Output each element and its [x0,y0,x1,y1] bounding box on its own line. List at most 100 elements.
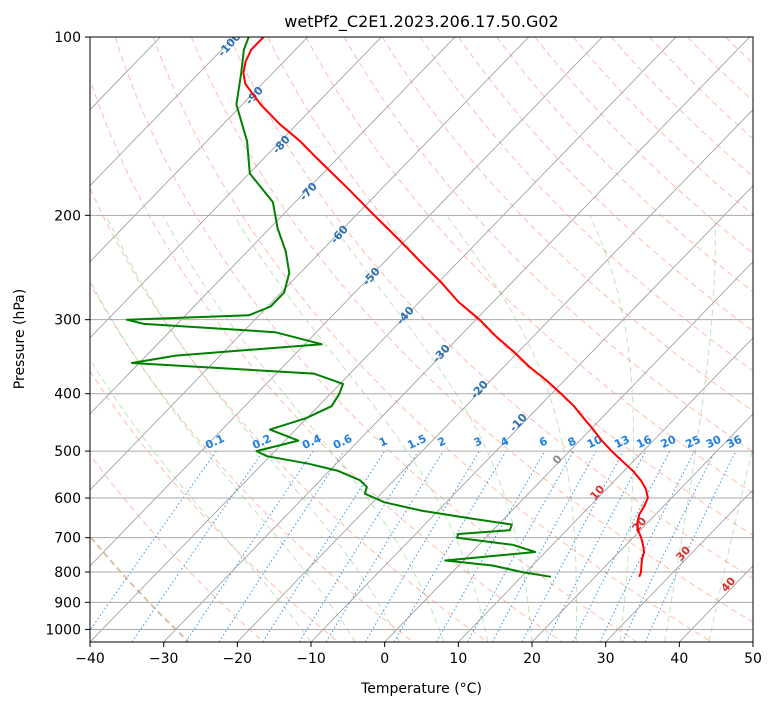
isotherm-line [237,109,753,642]
y-tick-label: 600 [54,491,81,507]
dry-adiabat-line [534,37,753,254]
x-axis-label: Temperature (°C) [360,681,482,697]
y-tick-label: 500 [54,444,81,460]
isotherm-line [163,37,750,642]
dry-adiabat-line [152,37,712,642]
mixing-ratio-line [364,450,480,642]
isotherm-line [90,37,235,187]
dry-adiabat-line [381,37,753,412]
moist-adiabat-line [162,215,445,642]
dry-adiabat-line [267,37,753,537]
isotherm-line [384,261,753,642]
isotherm-line [90,37,603,567]
mixing-ratio-line [644,450,737,642]
moist-adiabat-line [105,215,400,642]
dry-adiabat-line [687,37,753,102]
isotherm-line [90,37,529,491]
mixing-ratio-line [393,450,507,642]
moist-adiabat-line [664,215,716,642]
dewpoint-line [125,37,552,578]
mixing-ratio-label: 20 [659,433,679,451]
isotherm-line [310,185,753,642]
moist-adiabat-line [233,215,489,642]
isotherm-label: 40 [718,574,738,594]
x-tick-label: 40 [670,651,688,667]
dry-adiabat-line [305,37,753,494]
dry-adiabat-line [90,78,563,642]
dry-adiabat-line [649,37,753,140]
isotherm-label: 30 [673,543,693,563]
isotherm-label: -50 [360,265,383,289]
dry-adiabat-line [458,37,753,332]
isotherm-line [90,37,382,339]
dry-adiabat-line [572,37,753,216]
moist-adiabat-line [90,279,356,642]
mixing-ratio-label: 1 [377,434,389,449]
x-tick-label: −10 [296,651,326,667]
dry-adiabat-line [496,37,753,293]
moist-adiabat-line [446,215,578,642]
moist-adiabat-line [708,444,753,642]
dry-adiabat-line [90,454,264,642]
isotherm-line [531,413,753,642]
dry-adiabat-line [114,37,638,642]
x-tick-label: 20 [523,651,541,667]
isotherm-line [752,641,753,642]
y-tick-label: 100 [54,30,81,46]
moist-adiabat-line [589,215,635,642]
y-axis-label: Pressure (hPa) [12,289,28,389]
y-tick-label: 900 [54,595,81,611]
background-lines [90,37,775,642]
x-tick-label: −40 [75,651,105,667]
mixing-ratio-label: 2 [436,434,448,449]
dry-adiabat-line [90,282,414,642]
y-tick-label: 300 [54,313,81,329]
dry-adiabat-line [229,37,753,579]
mixing-ratio-label: 30 [704,433,724,451]
temperature-line [242,37,649,578]
mixing-ratio-line [262,450,386,642]
isotherm-label: -80 [270,133,293,157]
isotherm-label: -100 [215,30,243,59]
mixing-ratio-line [131,450,264,642]
y-tick-label: 800 [54,565,81,581]
y-tick-label: 200 [54,208,81,224]
isotherm-line [605,489,753,642]
moist-adiabat-line [90,358,312,642]
mixing-ratio-label: 16 [634,433,654,451]
isotherm-line [90,37,677,642]
mixing-ratio-line [545,450,647,642]
mixing-ratio-line [185,450,314,642]
isotherm-line [90,37,308,263]
dry-adiabat-line [725,37,753,65]
dry-adiabat-line [191,37,753,623]
dry-adiabat-line [90,534,190,642]
mixing-ratio-line [572,450,671,642]
mixing-ratio-line [467,450,574,642]
mixing-ratio-line [521,450,624,642]
data-series [125,37,649,578]
mixing-ratio-label: 0.4 [300,432,323,452]
mixing-ratio-label: 0.1 [203,432,226,452]
mixing-ratio-label: 36 [725,433,745,451]
mixing-ratio-line [90,450,217,632]
mixing-ratio-label: 13 [612,433,631,451]
dry-adiabat-line [764,37,775,642]
mixing-ratio-label: 1.5 [405,432,428,452]
mixing-ratio-label: 8 [566,434,578,449]
chart-title: wetPf2_C2E1.2023.206.17.50.G02 [284,12,558,32]
mixing-ratio-line [218,450,345,642]
isotherm-label: -40 [394,304,417,328]
x-tick-label: −20 [223,651,253,667]
mixing-ratio-line [491,450,597,642]
mixing-ratio-line [325,450,444,642]
line-labels: -100-90-80-70-60-50-40-30-20-10010203040… [203,30,745,595]
dry-adiabat-line [90,187,488,642]
mixing-ratio-line [599,450,695,642]
mixing-ratio-line [435,450,546,642]
x-tick-label: 50 [744,651,762,667]
y-tick-label: 700 [54,531,81,547]
mixing-ratio-label: 3 [472,434,484,449]
moist-adiabat-line [325,215,533,642]
